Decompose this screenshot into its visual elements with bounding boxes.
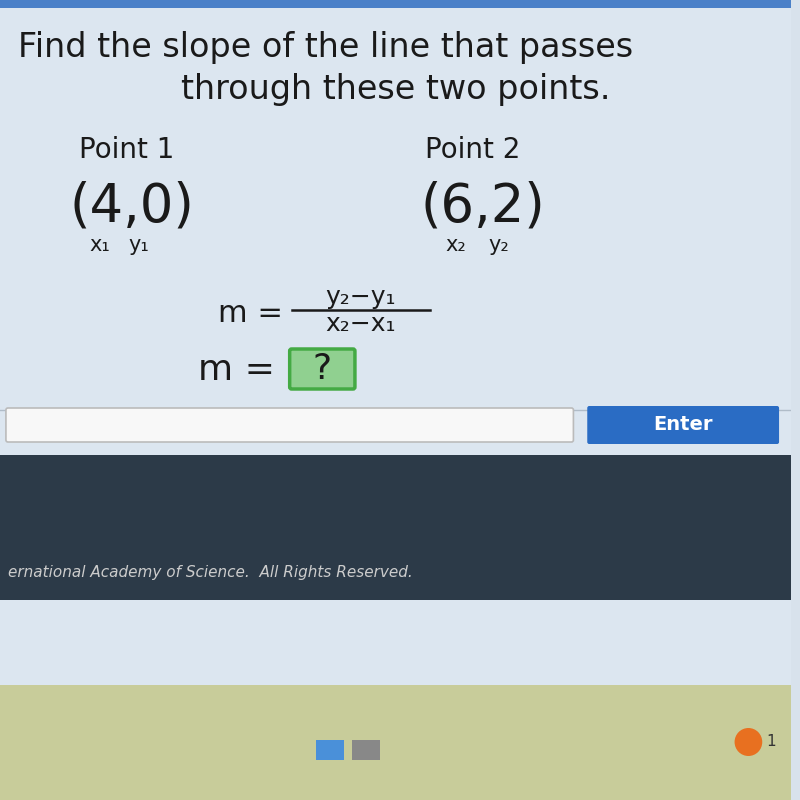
Text: x₂: x₂: [445, 235, 466, 255]
Text: 1: 1: [766, 734, 776, 750]
Text: y₂−y₁: y₂−y₁: [326, 285, 396, 309]
Text: m =: m =: [218, 298, 282, 327]
Text: ?: ?: [313, 352, 332, 386]
FancyBboxPatch shape: [290, 349, 355, 389]
Circle shape: [734, 728, 762, 756]
Bar: [316, 740, 344, 760]
Text: through these two points.: through these two points.: [181, 74, 610, 106]
Text: ernational Academy of Science.  All Rights Reserved.: ernational Academy of Science. All Right…: [8, 565, 413, 579]
Bar: [0, 685, 791, 800]
Text: x₂−x₁: x₂−x₁: [326, 312, 396, 336]
FancyBboxPatch shape: [587, 406, 779, 444]
Text: m =: m =: [198, 353, 274, 387]
Text: Point 2: Point 2: [425, 136, 521, 164]
Text: Enter: Enter: [654, 415, 713, 434]
Text: x₁: x₁: [89, 235, 110, 255]
Text: (6,2): (6,2): [420, 181, 545, 233]
Text: Point 1: Point 1: [79, 136, 174, 164]
Text: y₂: y₂: [488, 235, 510, 255]
Text: Find the slope of the line that passes: Find the slope of the line that passes: [18, 31, 633, 65]
Text: (4,0): (4,0): [70, 181, 194, 233]
FancyBboxPatch shape: [6, 408, 574, 442]
Bar: [0, 8, 791, 685]
Bar: [0, 455, 791, 600]
Bar: [352, 740, 380, 760]
Bar: [0, 0, 791, 8]
Text: y₁: y₁: [129, 235, 150, 255]
